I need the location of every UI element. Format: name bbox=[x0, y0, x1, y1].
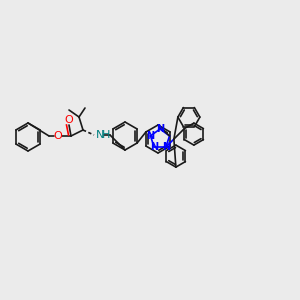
Text: N: N bbox=[156, 124, 164, 134]
Text: N: N bbox=[150, 142, 158, 152]
Text: N: N bbox=[146, 131, 154, 141]
Text: O: O bbox=[64, 115, 74, 125]
Text: N: N bbox=[96, 130, 104, 140]
Text: H: H bbox=[102, 130, 110, 140]
Text: N: N bbox=[162, 142, 170, 152]
Text: O: O bbox=[54, 131, 62, 141]
